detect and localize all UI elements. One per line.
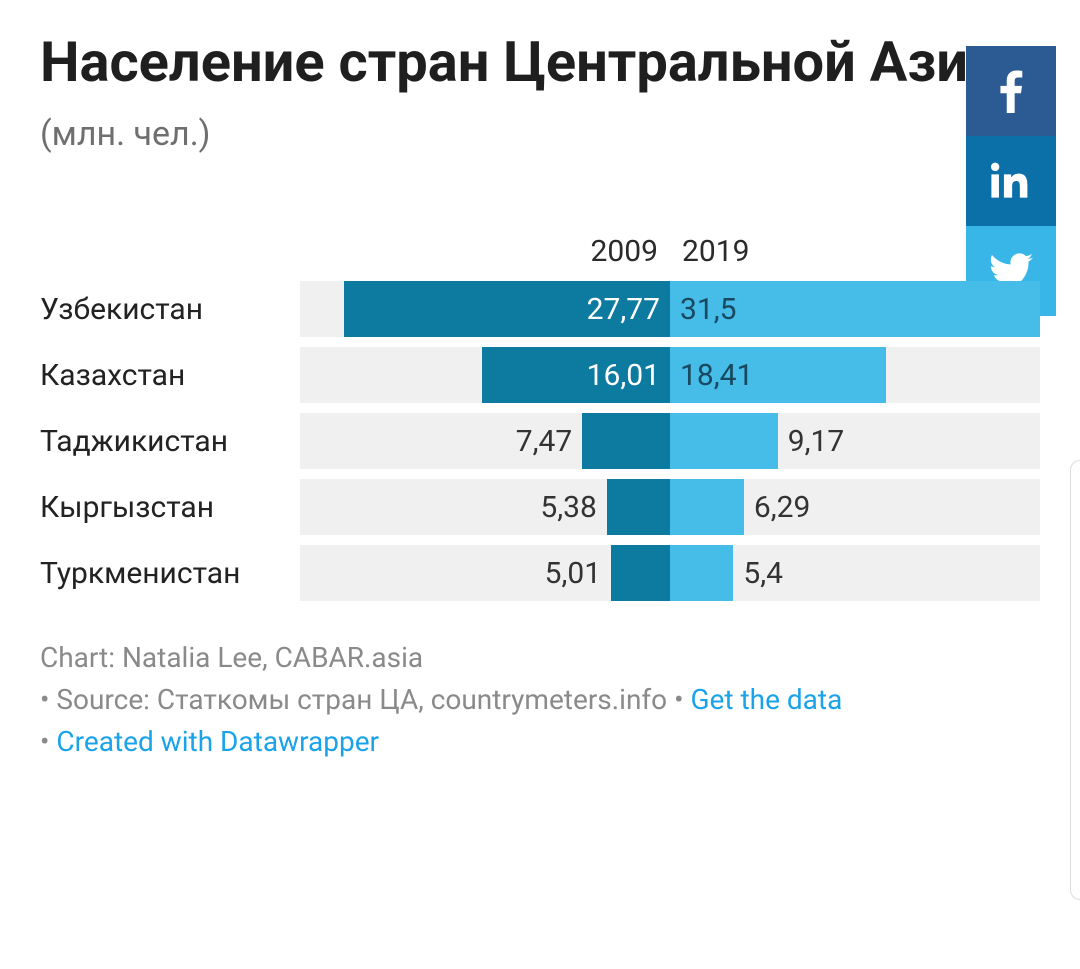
chart-page: Население стран Центральной Азии (млн. ч…: [0, 0, 1080, 969]
chart-footer: Chart: Natalia Lee, CABAR.asia • Source:…: [40, 637, 1040, 763]
facebook-icon: [998, 69, 1024, 113]
cell-2019: 6,29: [670, 479, 1040, 535]
source-label: Source:: [56, 683, 150, 716]
value-2019: 31,5: [680, 281, 736, 337]
column-header-2009: 2009: [300, 234, 670, 281]
value-2009: 27,77: [587, 281, 660, 337]
created-with-link[interactable]: Created with Datawrapper: [56, 725, 379, 758]
value-2019: 18,41: [680, 347, 753, 403]
share-facebook-button[interactable]: [966, 46, 1056, 136]
cell-2009: 7,47: [300, 413, 670, 469]
column-headers: 2009 2019: [40, 234, 1040, 281]
footer-bullet: •: [40, 683, 49, 716]
bar-2019: [670, 545, 733, 601]
chart-row: Казахстан 16,01 18,41: [40, 347, 1040, 403]
get-data-link[interactable]: Get the data: [690, 683, 842, 716]
split-bar-chart: 2009 2019 Узбекистан 27,77 31,5 Казахстан 16…: [40, 234, 1040, 601]
cell-2019: 18,41: [670, 347, 1040, 403]
bar-2009: [611, 545, 670, 601]
row-label: Туркменистан: [40, 545, 300, 601]
cell-2009: 27,77: [300, 281, 670, 337]
header-spacer: [40, 234, 300, 281]
chart-row: Узбекистан 27,77 31,5: [40, 281, 1040, 337]
cell-2019: 5,4: [670, 545, 1040, 601]
chart-rows: Узбекистан 27,77 31,5 Казахстан 16,01 18,41 Та…: [40, 281, 1040, 601]
value-2019: 5,4: [743, 545, 783, 601]
bar-2019: [670, 413, 778, 469]
cell-2009: 5,01: [300, 545, 670, 601]
chart-row: Кыргызстан 5,38 6,29: [40, 479, 1040, 535]
bar-2009: [582, 413, 670, 469]
bar-2019: [670, 479, 744, 535]
footer-bullet: •: [674, 683, 683, 716]
cell-2009: 16,01: [300, 347, 670, 403]
row-label: Кыргызстан: [40, 479, 300, 535]
chart-row: Таджикистан 7,47 9,17: [40, 413, 1040, 469]
value-2019: 6,29: [754, 479, 810, 535]
chart-row: Туркменистан 5,01 5,4: [40, 545, 1040, 601]
row-label: Таджикистан: [40, 413, 300, 469]
cell-2019: 31,5: [670, 281, 1040, 337]
chart-subtitle: (млн. чел.): [40, 114, 1040, 154]
bar-2009: [607, 479, 670, 535]
value-2009: 5,38: [540, 479, 596, 535]
value-2019: 9,17: [788, 413, 844, 469]
footer-bullet: •: [40, 725, 49, 758]
share-column: [966, 46, 1056, 316]
row-label: Казахстан: [40, 347, 300, 403]
row-label: Узбекистан: [40, 281, 300, 337]
credit-label: Chart:: [40, 641, 115, 674]
value-2009: 16,01: [587, 347, 660, 403]
credit-value: Natalia Lee, CABAR.asia: [122, 641, 423, 674]
share-linkedin-button[interactable]: [966, 136, 1056, 226]
linkedin-icon: [991, 161, 1031, 201]
side-drawer-handle[interactable]: [1070, 460, 1080, 900]
chart-title: Население стран Центральной Азии: [40, 30, 1040, 94]
value-2009: 7,47: [516, 413, 572, 469]
source-value: Статкомы стран ЦА, countrymeters.info: [157, 683, 667, 716]
cell-2019: 9,17: [670, 413, 1040, 469]
cell-2009: 5,38: [300, 479, 670, 535]
value-2009: 5,01: [545, 545, 601, 601]
